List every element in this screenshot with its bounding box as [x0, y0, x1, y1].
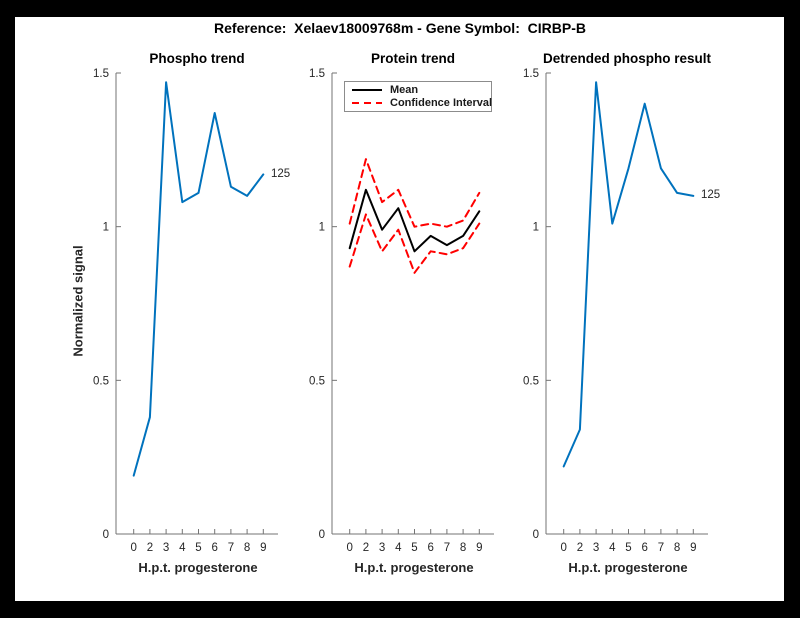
- legend-entry-ci: Confidence Interval: [345, 97, 493, 111]
- x-tick-label: 2: [363, 542, 369, 554]
- x-tick-label: 3: [593, 542, 599, 554]
- x-tick-label: 5: [195, 542, 201, 554]
- y-tick-label: 1.5: [309, 68, 325, 80]
- y-tick-label: 1: [103, 222, 109, 234]
- x-tick-label: 3: [163, 542, 169, 554]
- series-line-protein-mean: [348, 188, 481, 253]
- x-tick-label: 6: [641, 542, 647, 554]
- x-axis-label-3: H.p.t. progesterone: [568, 560, 688, 575]
- subplot-title-detrended: Detrended phospho result: [542, 51, 711, 66]
- x-tick-label: 6: [211, 542, 217, 554]
- x-tick-label: 5: [411, 542, 417, 554]
- x-tick-label: 8: [244, 542, 250, 554]
- x-tick-label: 4: [609, 542, 616, 554]
- figure-paper: [15, 17, 784, 601]
- x-axis-label-1: H.p.t. progesterone: [138, 560, 258, 575]
- y-tick-label: 0.5: [93, 375, 109, 387]
- y-tick-label: 0: [533, 529, 539, 541]
- x-tick-label: 0: [130, 542, 136, 554]
- y-tick-label: 1.5: [523, 68, 539, 80]
- legend-entry-mean: Mean: [345, 83, 491, 97]
- x-tick-label: 8: [460, 542, 466, 554]
- series-end-label-phospho: 125: [271, 168, 291, 180]
- y-axis-label: Normalized signal: [70, 245, 86, 357]
- x-tick-label: 0: [560, 542, 566, 554]
- x-tick-label: 8: [674, 542, 680, 554]
- x-tick-label: 9: [260, 542, 266, 554]
- subplot-title-protein: Protein trend: [370, 51, 455, 66]
- x-tick-label: 3: [379, 542, 385, 554]
- y-tick-label: 0: [103, 529, 109, 541]
- subplot-title-phospho: Phospho trend: [149, 51, 245, 66]
- y-tick-label: 1.5: [93, 68, 109, 80]
- y-tick-label: 1: [319, 222, 325, 234]
- y-tick-label: 0: [319, 529, 325, 541]
- x-tick-label: 2: [147, 542, 153, 554]
- series-line-detrended-signal: [562, 81, 695, 468]
- x-tick-label: 7: [658, 542, 664, 554]
- x-tick-label: 9: [476, 542, 482, 554]
- y-tick-label: 1: [533, 222, 539, 234]
- x-tick-label: 5: [625, 542, 631, 554]
- x-tick-label: 0: [346, 542, 352, 554]
- x-axis-label-2: H.p.t. progesterone: [354, 560, 474, 575]
- x-tick-label: 6: [427, 542, 433, 554]
- x-tick-label: 4: [395, 542, 402, 554]
- x-tick-label: 9: [690, 542, 696, 554]
- series-line-ci-upper: [348, 158, 481, 228]
- x-tick-label: 4: [179, 542, 186, 554]
- legend-box: Mean Confidence Interval: [344, 81, 492, 112]
- mean-line-sample-icon: [352, 88, 382, 91]
- figure-title: Reference: Xelaev18009768m - Gene Symbol…: [214, 20, 586, 36]
- series-end-label-detrended: 125: [701, 189, 721, 201]
- y-tick-label: 0.5: [523, 375, 539, 387]
- legend-label-mean: Mean: [390, 83, 419, 96]
- x-tick-label: 7: [444, 542, 450, 554]
- ci-line-sample-icon: [352, 102, 382, 105]
- y-tick-label: 0.5: [309, 375, 325, 387]
- x-tick-label: 7: [228, 542, 234, 554]
- series-line-phospho-signal: [132, 81, 265, 477]
- series-line-ci-lower: [348, 213, 481, 274]
- legend-label-ci: Confidence Interval: [390, 97, 493, 110]
- x-tick-label: 2: [577, 542, 583, 554]
